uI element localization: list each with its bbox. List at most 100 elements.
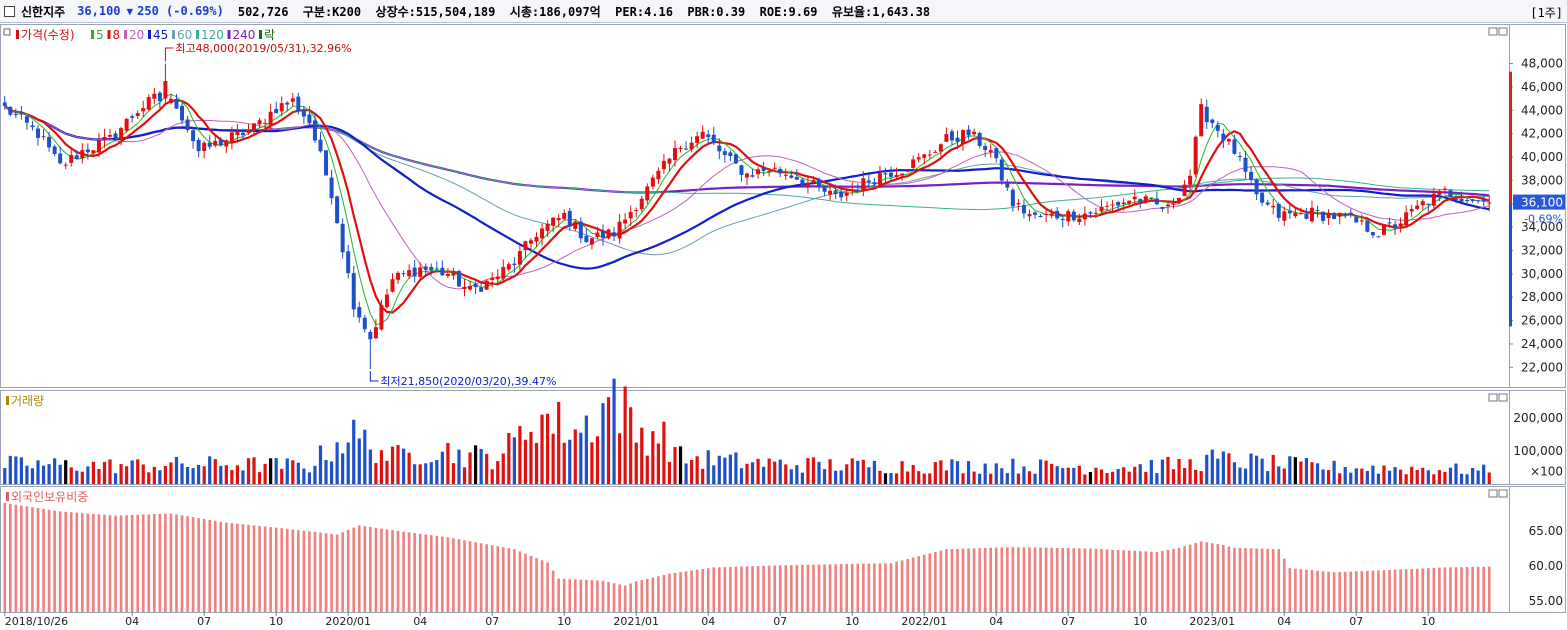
candle-body [1326,213,1331,218]
price-panel-minimize-icon[interactable] [1488,27,1498,36]
volume-bar [185,467,190,484]
chart-area[interactable]: 22,000 24,000 26,000 28,000 30,000 32,000 34,0… [0,22,1567,630]
candle-body [407,270,412,277]
legend-swatch [107,30,111,39]
volume-bar [346,442,350,484]
foreign-bar [346,529,350,612]
foreign-bar [917,556,921,612]
candle-body [229,132,234,142]
foreign-bar [75,512,79,612]
candle-body [1088,212,1093,214]
candle-body [1459,199,1464,202]
foreign-bar [1249,548,1253,612]
foreign-bar [429,535,433,612]
foreign-bar [1399,569,1402,612]
legend-label-7: 240 [233,28,256,42]
candle-body [1404,212,1409,226]
x-tick-label: 10 [269,615,283,628]
candle-body [1005,183,1010,188]
candle-body [617,221,622,239]
volume-bar [224,465,228,484]
candle-body [1332,212,1337,219]
foreign-panel-close-icon[interactable] [1498,489,1508,498]
candle-body [1165,204,1170,207]
candle-body [639,198,644,210]
volume-bar [1072,467,1076,484]
foreign-bar [435,535,439,612]
candle-body [717,145,722,152]
foreign-bar [175,514,178,612]
candle-body [19,112,24,115]
candle-body [1171,203,1176,205]
volume-bar [119,464,123,484]
candle-body [1027,213,1032,217]
foreign-bar [1443,567,1447,612]
candle-body [789,175,794,178]
volume-bar [1188,459,1192,484]
price-panel-close-icon[interactable] [1498,27,1508,36]
foreign-bar [1327,571,1330,612]
foreign-bar [1454,567,1458,612]
candle-body [672,147,677,161]
foreign-bar [612,583,616,612]
foreign-bar [474,542,477,612]
volume-bar [889,473,893,484]
candle-body [246,129,251,133]
volume-bar [739,468,744,484]
foreign-bar [551,570,555,612]
foreign-bar [1471,566,1474,612]
volume-bar [341,453,345,484]
foreign-bar [1266,548,1269,612]
candle-body [756,169,761,175]
foreign-bar [773,565,776,612]
volume-bar [557,401,561,484]
candle-body [108,135,113,137]
volume-bar [989,473,993,484]
select-checkbox[interactable] [4,5,15,17]
foreign-bar [1415,568,1419,612]
high-marker-line [164,47,174,62]
candle-body [1271,205,1276,208]
volume-bar [1055,466,1059,484]
candle-body [506,264,511,270]
candle-body [1188,175,1193,185]
foreign-bar [285,528,289,612]
candle-body [423,266,428,270]
candle-body [484,280,489,290]
volume-bar [1260,458,1264,484]
volume-bar [1476,470,1480,484]
foreign-bar [103,514,106,612]
volume-bar [1116,468,1120,484]
stock-stats: 502,726 구분:K200 상장수:515,504,189 시총:186,0… [237,4,931,19]
volume-bar [501,453,505,484]
volume-bar [684,463,688,484]
foreign-bar [324,533,328,612]
panel-toggle-icon[interactable] [3,28,11,36]
period-selector[interactable]: [1주] [1530,6,1563,20]
foreign-panel-minimize-icon[interactable] [1488,489,1498,498]
foreign-bar [596,580,599,612]
volume-bar [1304,458,1309,484]
foreign-bar [1476,566,1480,612]
volume-panel-minimize-icon[interactable] [1488,393,1498,402]
candle-body [74,155,79,159]
volume-bar [1050,463,1054,484]
candle-body [783,174,788,176]
candle-body [285,102,290,105]
volume-bar [1083,474,1087,484]
foreign-bar [1360,571,1364,612]
foreign-bar [1105,549,1109,612]
volume-bar [1099,469,1104,484]
volume-bar [618,433,622,484]
foreign-tick-label: 65.00 [1529,524,1563,538]
volume-bar [690,460,694,484]
volume-panel-close-icon[interactable] [1498,393,1508,402]
candle-body [401,273,406,275]
volume-bar [1454,463,1458,484]
foreign-bar [20,505,23,612]
candle-body [811,180,816,183]
candle-body [645,186,650,201]
candle-body [473,284,478,288]
foreign-bar [928,553,932,612]
foreign-bar [1487,566,1491,612]
